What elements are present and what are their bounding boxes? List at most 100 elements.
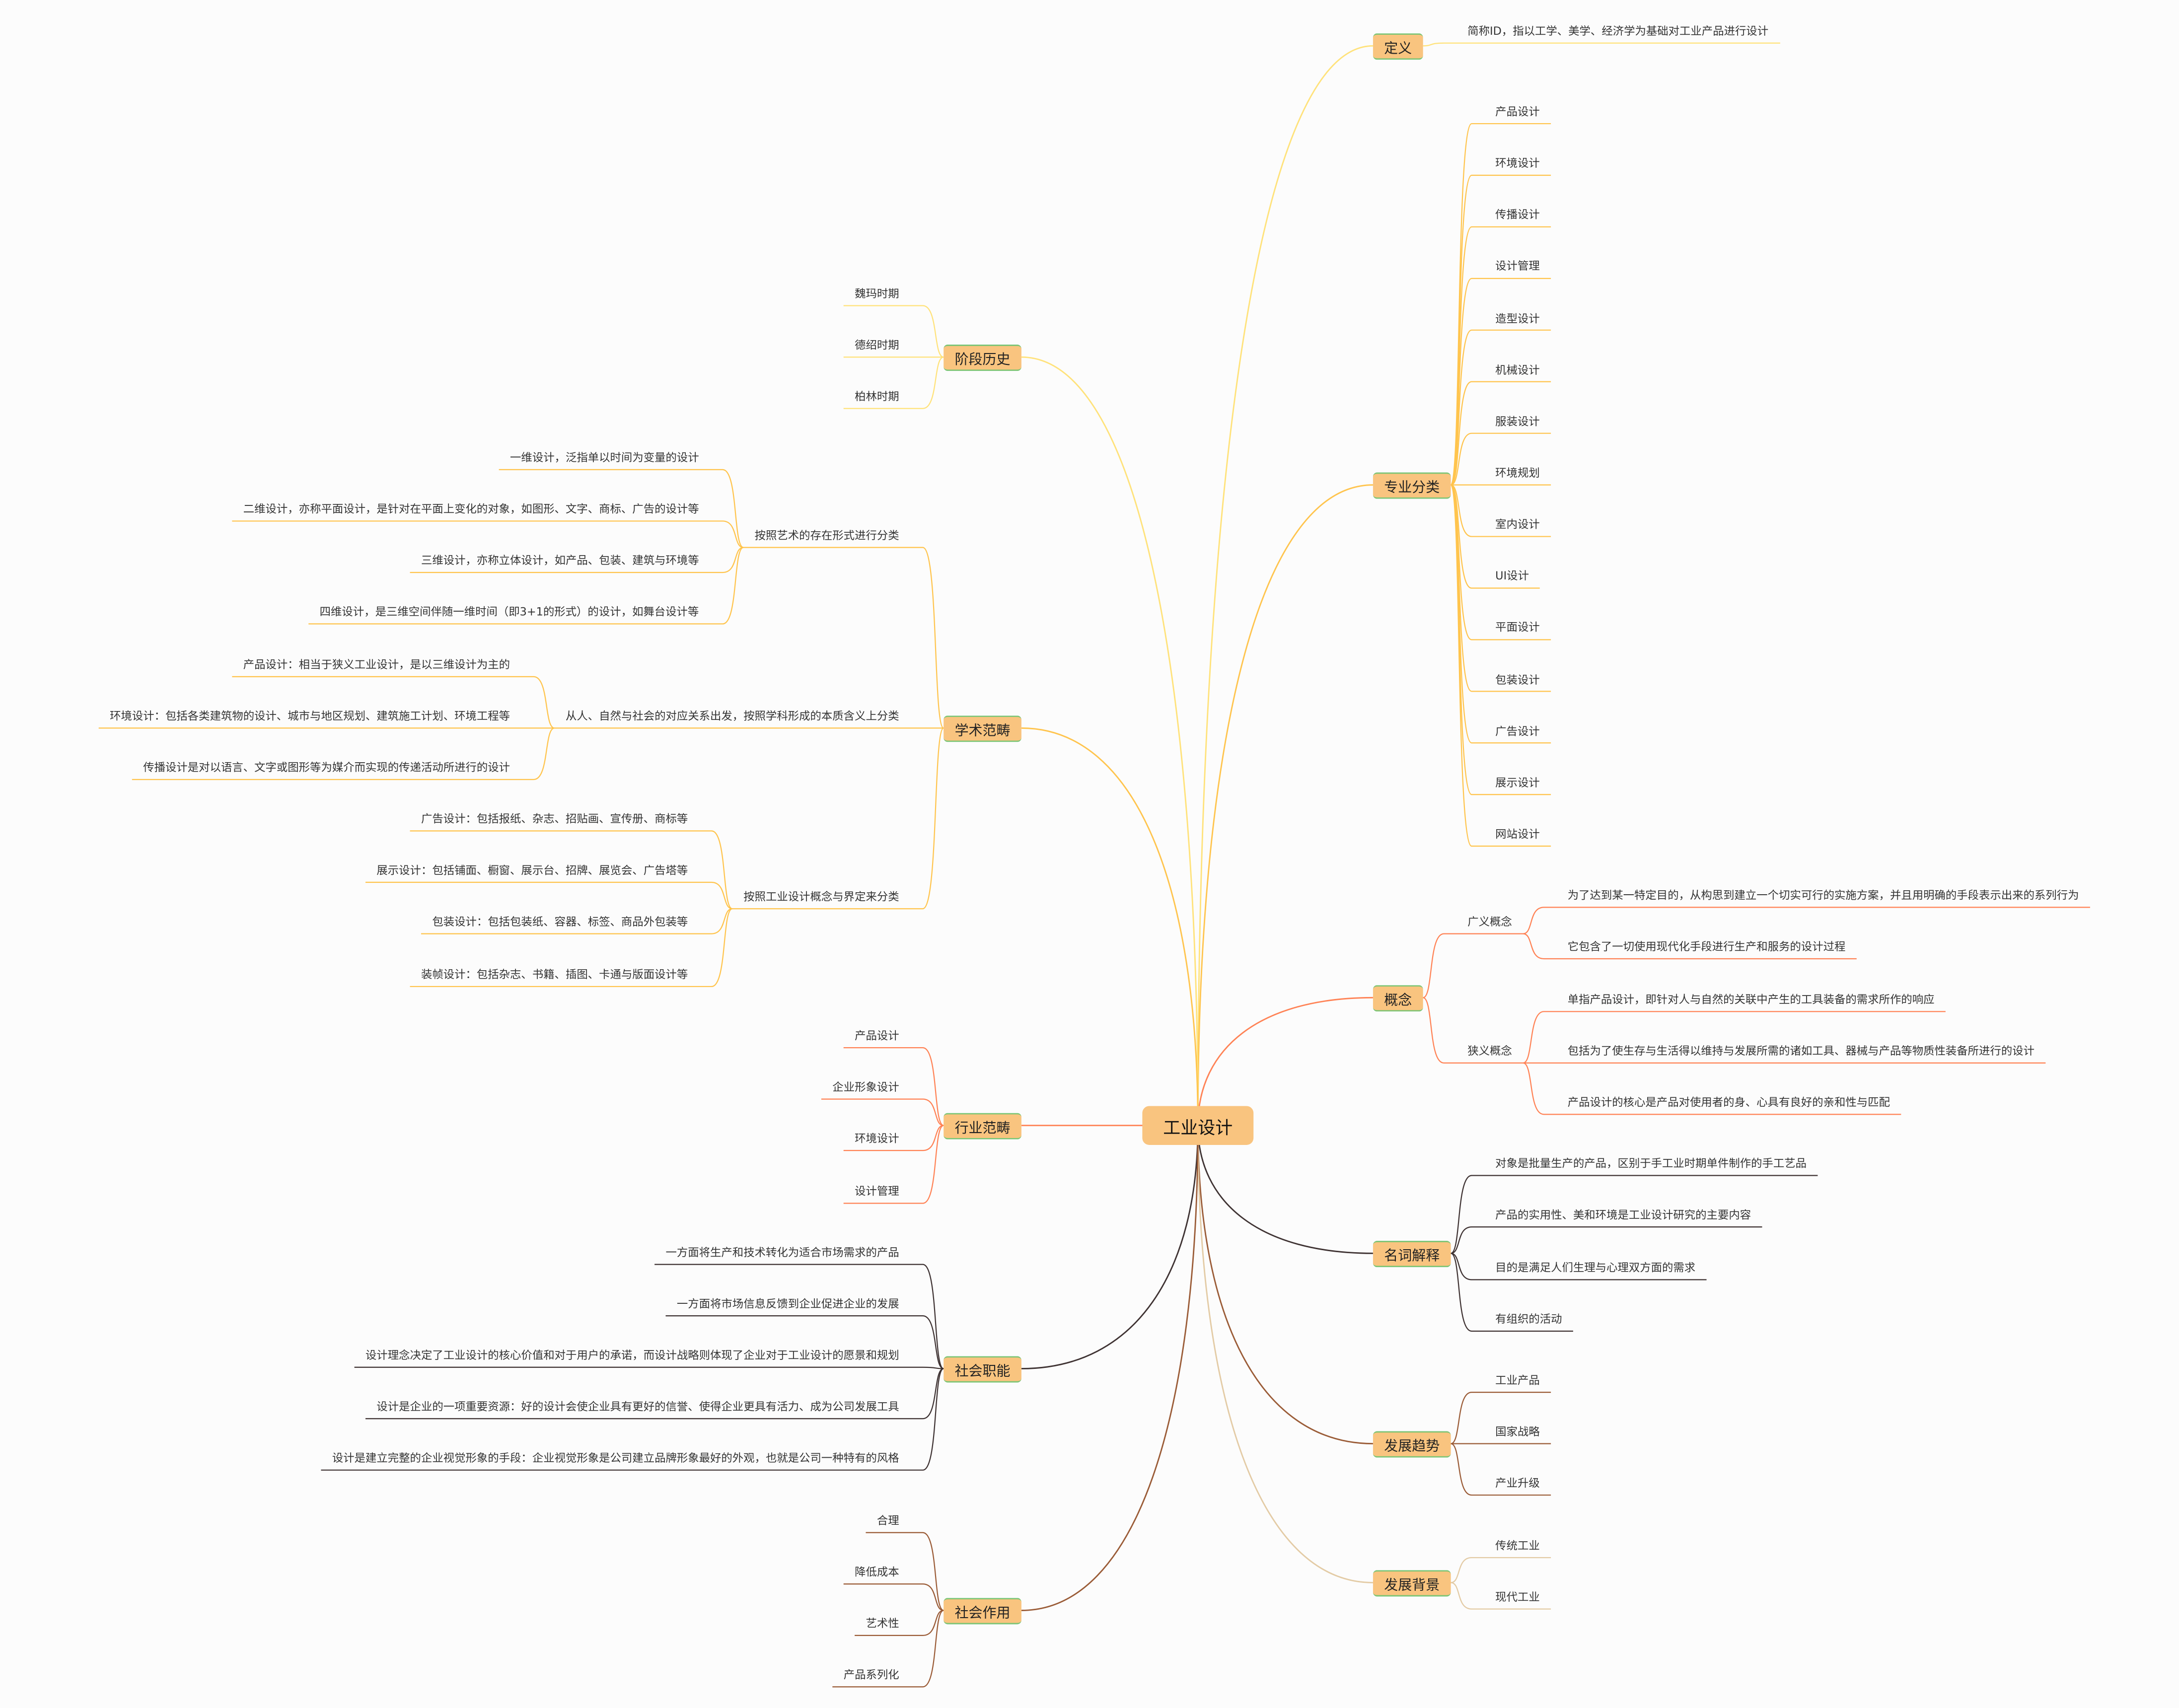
subtopic[interactable]: 包装设计 (1495, 673, 1540, 686)
subtopic[interactable]: 环境设计 (1495, 157, 1540, 170)
subtopic[interactable]: 对象是批量生产的产品，区别于手工业时期单件制作的手工艺品 (1495, 1157, 1807, 1170)
detail-topic[interactable]: 展示设计：包括铺面、橱窗、展示台、招牌、展览会、广告塔等 (376, 864, 688, 877)
subtopic[interactable]: 企业形象设计 (832, 1081, 899, 1094)
detail-topic[interactable]: 包括为了使生存与生活得以维持与发展所需的诸如工具、器械与产品等物质性装备所进行的… (1567, 1045, 2035, 1058)
subtopic[interactable]: 国家战略 (1495, 1425, 1540, 1438)
detail-topic[interactable]: 包装设计：包括包装纸、容器、标签、商品外包装等 (432, 916, 688, 928)
subtopic[interactable]: 设计管理 (1495, 260, 1540, 273)
subtopic[interactable]: 按照工业设计概念与界定来分类 (743, 890, 899, 904)
branch-topic[interactable]: 社会职能 (944, 1355, 1021, 1382)
branch-connector (1450, 329, 1551, 486)
subtopic[interactable]: 德绍时期 (855, 339, 899, 352)
subtopic[interactable]: 从人、自然与社会的对应关系出发，按照学科形成的本质含义上分类 (565, 710, 899, 723)
subtopic[interactable]: 传统工业 (1495, 1539, 1540, 1552)
subtopic[interactable]: 产品设计 (855, 1029, 899, 1042)
subtopic[interactable]: 广告设计 (1495, 724, 1540, 738)
root-topic[interactable]: 工业设计 (1142, 1106, 1254, 1145)
subtopic[interactable]: 室内设计 (1495, 518, 1540, 531)
subtopic[interactable]: 产品设计 (1495, 105, 1540, 118)
subtopic[interactable]: 环境设计 (855, 1132, 899, 1145)
detail-topic[interactable]: 广告设计：包括报纸、杂志、招贴画、宣传册、商标等 (421, 813, 688, 826)
branch-connector (843, 1125, 944, 1151)
branch-connector (1451, 1253, 1707, 1281)
branch-connector (866, 1532, 944, 1611)
subtopic[interactable]: 网站设计 (1495, 828, 1540, 841)
branch-connector (365, 881, 733, 910)
detail-topic[interactable]: 为了达到某一特定目的，从构思到建立一个切实可行的实施方案，并且用明确的手段表示出… (1567, 889, 2079, 902)
branch-connector (1451, 1175, 1818, 1254)
branch-connector (1451, 484, 1551, 537)
subtopic[interactable]: 传播设计 (1495, 209, 1540, 221)
branch-topic[interactable]: 行业范畴 (944, 1112, 1021, 1139)
branch-connector (843, 1125, 944, 1204)
subtopic[interactable]: 工业产品 (1495, 1374, 1540, 1387)
branch-topic[interactable]: 发展背景 (1373, 1569, 1451, 1596)
subtopic[interactable]: 魏玛时期 (855, 287, 899, 300)
subtopic[interactable]: 环境规划 (1495, 467, 1540, 480)
branch-connector (1450, 484, 1551, 640)
detail-topic[interactable]: 三维设计，亦称立体设计，如产品、包装、建筑与环境等 (421, 554, 699, 567)
subtopic[interactable]: 设计管理 (855, 1185, 899, 1198)
subtopic[interactable]: 艺术性 (866, 1617, 899, 1630)
subtopic[interactable]: UI设计 (1495, 570, 1529, 583)
detail-topic[interactable]: 单指产品设计，即针对人与自然的关联中产生的工具装备的需求所作的响应 (1567, 993, 1935, 1006)
branch-topic[interactable]: 社会作用 (944, 1597, 1021, 1624)
branch-connector (1451, 381, 1551, 486)
branch-connector (1451, 432, 1551, 486)
detail-topic[interactable]: 环境设计：包括各类建筑物的设计、城市与地区规划、建筑施工计划、环境工程等 (110, 710, 510, 723)
subtopic[interactable]: 设计是建立完整的企业视觉形象的手段：企业视觉形象是公司建立品牌形象最好的外观，也… (332, 1452, 899, 1465)
subtopic[interactable]: 狭义概念 (1467, 1045, 1512, 1058)
branch-connector (410, 547, 744, 573)
subtopic[interactable]: 产业升级 (1495, 1477, 1540, 1490)
subtopic[interactable]: 产品系列化 (843, 1668, 899, 1682)
subtopic[interactable]: 目的是满足人们生理与心理双方面的需求 (1495, 1262, 1696, 1275)
detail-topic[interactable]: 传播设计是对以语言、文字或图形等为媒介而实现的传递活动所进行的设计 (143, 761, 510, 774)
detail-topic[interactable]: 装帧设计：包括杂志、书籍、插图、卡通与版面设计等 (421, 968, 688, 981)
branch-connector (321, 1368, 944, 1471)
branch-topic[interactable]: 阶段历史 (944, 344, 1021, 370)
branch-topic[interactable]: 专业分类 (1373, 472, 1451, 498)
subtopic[interactable]: 机械设计 (1495, 363, 1540, 376)
subtopic[interactable]: 降低成本 (855, 1566, 899, 1579)
subtopic[interactable]: 一方面将市场信息反馈到企业促进企业的发展 (676, 1297, 899, 1310)
subtopic[interactable]: 柏林时期 (855, 390, 899, 403)
branch-connector (843, 356, 944, 409)
subtopic[interactable]: 平面设计 (1495, 622, 1540, 635)
branch-connector (1451, 1557, 1551, 1583)
branch-topic[interactable]: 学术范畴 (944, 714, 1021, 741)
main-connector (1021, 1125, 1199, 1611)
branch-topic[interactable]: 名词解释 (1373, 1240, 1451, 1267)
subtopic[interactable]: 广义概念 (1467, 916, 1512, 928)
branch-connector (1523, 933, 1857, 960)
branch-connector (1451, 484, 1540, 589)
main-connector (1021, 1125, 1199, 1369)
branch-topic[interactable]: 发展趋势 (1373, 1430, 1451, 1457)
subtopic[interactable]: 一方面将生产和技术转化为适合市场需求的产品 (665, 1246, 899, 1259)
branch-topic[interactable]: 概念 (1373, 984, 1423, 1011)
subtopic[interactable]: 展示设计 (1495, 776, 1540, 789)
main-connector (1197, 1125, 1373, 1254)
subtopic[interactable]: 产品的实用性、美和环境是工业设计研究的主要内容 (1495, 1209, 1751, 1221)
branch-connector (410, 830, 733, 910)
detail-topic[interactable]: 四维设计，是三维空间伴随一维时间（即3+1的形式）的设计，如舞台设计等 (319, 606, 699, 619)
detail-topic[interactable]: 产品设计：相当于狭义工业设计，是以三维设计为主的 (243, 658, 510, 671)
branch-connector (1451, 1226, 1762, 1254)
branch-connector (732, 727, 944, 910)
detail-topic[interactable]: 它包含了一切使用现代化手段进行生产和服务的设计过程 (1567, 940, 1846, 953)
detail-topic[interactable]: 二维设计，亦称平面设计，是针对在平面上变化的对象，如图形、文字、商标、广告的设计… (243, 503, 699, 516)
detail-topic[interactable]: 一维设计，泛指单以时间为变量的设计 (510, 451, 699, 464)
subtopic[interactable]: 现代工业 (1495, 1591, 1540, 1604)
subtopic[interactable]: 简称ID，指以工学、美学、经济学为基础对工业产品进行设计 (1467, 25, 1769, 38)
subtopic[interactable]: 设计是企业的一项重要资源：好的设计会使企业具有更好的信誉、使得企业更具有活力、成… (376, 1400, 899, 1414)
subtopic[interactable]: 有组织的活动 (1495, 1313, 1562, 1326)
subtopic[interactable]: 设计理念决定了工业设计的核心价值和对于用户的承诺，而设计战略则体现了企业对于工业… (365, 1349, 899, 1362)
branch-connector (1523, 1011, 1946, 1064)
subtopic[interactable]: 服装设计 (1495, 415, 1540, 428)
branch-connector (421, 908, 733, 934)
subtopic[interactable]: 按照艺术的存在形式进行分类 (754, 529, 899, 542)
branch-connector (1450, 123, 1551, 486)
branch-topic[interactable]: 定义 (1373, 32, 1423, 59)
detail-topic[interactable]: 产品设计的核心是产品对使用者的身、心具有良好的亲和性与匹配 (1567, 1096, 1890, 1109)
subtopic[interactable]: 合理 (876, 1514, 899, 1527)
subtopic[interactable]: 造型设计 (1495, 312, 1540, 325)
